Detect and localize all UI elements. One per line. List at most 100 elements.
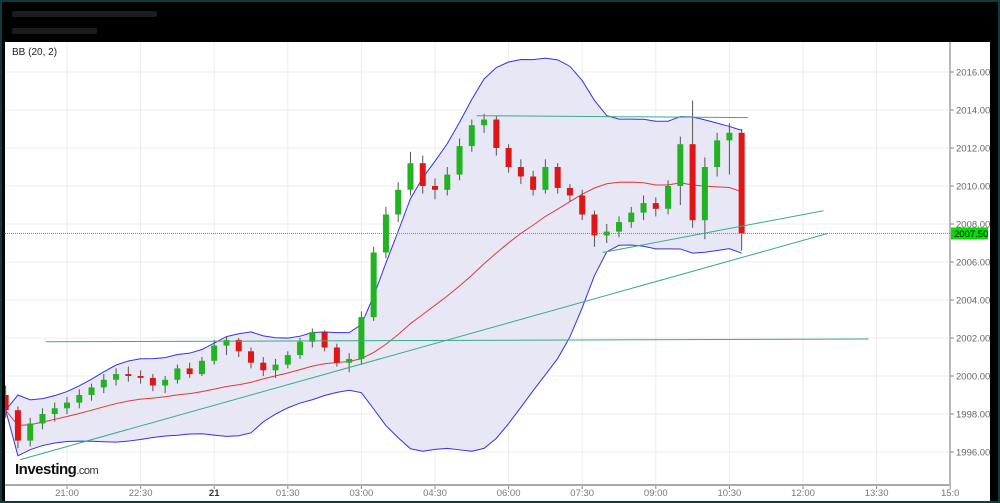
candle-body: [432, 186, 438, 190]
trendline: [45, 338, 869, 343]
y-tick-label: 2016.00: [956, 68, 990, 79]
candle: [5, 385, 9, 418]
candle: [665, 180, 672, 215]
candle: [628, 206, 635, 228]
candle: [517, 159, 524, 185]
candle-body: [260, 362, 267, 371]
candle: [444, 167, 451, 196]
x-tick-label: 21: [209, 488, 220, 499]
candle: [88, 383, 95, 401]
y-tick-label: 2006.00: [956, 258, 990, 269]
candle-body: [346, 358, 353, 363]
candle: [358, 311, 365, 365]
candle: [51, 402, 58, 422]
bollinger-middle-band: [5, 181, 742, 426]
candle: [468, 119, 475, 152]
candle: [39, 408, 46, 430]
current-price-label: 2007.50: [954, 229, 988, 240]
candle-body: [419, 163, 426, 186]
candle: [186, 362, 193, 378]
candle: [14, 406, 21, 449]
indicator-label[interactable]: BB (20, 2): [12, 47, 58, 58]
candle: [113, 368, 120, 386]
candle: [701, 157, 708, 240]
y-axis-area: [950, 42, 990, 485]
y-tick-label: 2012.00: [956, 144, 990, 155]
candle: [652, 197, 659, 217]
x-tick-label: 04:30: [423, 488, 447, 499]
candle: [223, 336, 230, 356]
candle-body: [186, 368, 193, 375]
candle-body: [51, 408, 58, 414]
candle-body: [297, 341, 304, 356]
candle-body: [628, 212, 635, 223]
candle-body: [517, 167, 524, 177]
candle-body: [591, 214, 598, 236]
candle: [419, 155, 426, 194]
candle-body: [235, 339, 242, 352]
candle-body: [370, 252, 377, 318]
candle-body: [444, 174, 451, 190]
trendline: [20, 233, 828, 461]
candle: [272, 358, 279, 378]
candle: [432, 178, 438, 200]
candle-body: [113, 374, 120, 380]
x-tick-label: 15:0: [941, 488, 960, 499]
candlestick-chart[interactable]: 1996.00 1998.00 2000.00 2002.00 2004.00 2006.…: [5, 42, 995, 503]
candle-body: [284, 355, 291, 365]
candle: [333, 343, 340, 367]
candle-body: [14, 410, 21, 441]
y-tick-label: 1998.00: [956, 410, 990, 421]
instrument-subtitle-blurred: [12, 28, 97, 34]
bollinger-lower-band: [5, 244, 742, 457]
logo-brand: Investing: [15, 461, 77, 478]
y-tick-label: 1996.00: [956, 448, 990, 459]
candle: [456, 138, 463, 181]
candle-body: [149, 377, 156, 386]
candle-body: [309, 332, 316, 342]
candle: [149, 374, 156, 392]
x-axis-area: [5, 485, 990, 503]
trendline: [602, 210, 824, 253]
candle-body: [505, 148, 512, 167]
candle: [407, 151, 414, 196]
candle-body: [652, 203, 659, 209]
candle: [248, 347, 254, 369]
x-tick-label: 01:30: [276, 488, 300, 499]
candle-body: [616, 222, 622, 232]
x-tick-label: 13:30: [865, 488, 889, 499]
candle: [100, 374, 107, 394]
candle-body: [162, 379, 169, 386]
candle: [125, 366, 132, 382]
candle: [554, 163, 561, 194]
candle-body: [640, 203, 647, 213]
candle-body: [456, 146, 463, 175]
candle-body: [726, 132, 733, 141]
candle: [493, 115, 500, 156]
chart-header: [4, 2, 994, 42]
candle-body: [468, 125, 475, 147]
candle: [211, 339, 218, 365]
candle: [137, 370, 144, 384]
candle-body: [248, 351, 254, 363]
candle-body: [554, 167, 561, 188]
candle: [714, 132, 721, 177]
y-tick-label: 2008.00: [956, 220, 990, 231]
candle: [64, 396, 70, 414]
candle: [542, 159, 549, 194]
candle: [260, 357, 267, 376]
instrument-title-blurred: [12, 11, 157, 17]
current-price-tag: [951, 227, 988, 240]
candle: [309, 328, 316, 348]
candle-body: [223, 339, 230, 346]
y-tick-label: 2000.00: [956, 372, 990, 383]
candle-body: [76, 395, 83, 403]
candle-body: [64, 402, 70, 409]
candle: [677, 136, 684, 205]
candle-body: [677, 144, 684, 186]
trendline: [476, 115, 749, 119]
candle-body: [211, 345, 218, 361]
candle-body: [701, 167, 708, 221]
candle-body: [198, 360, 205, 375]
